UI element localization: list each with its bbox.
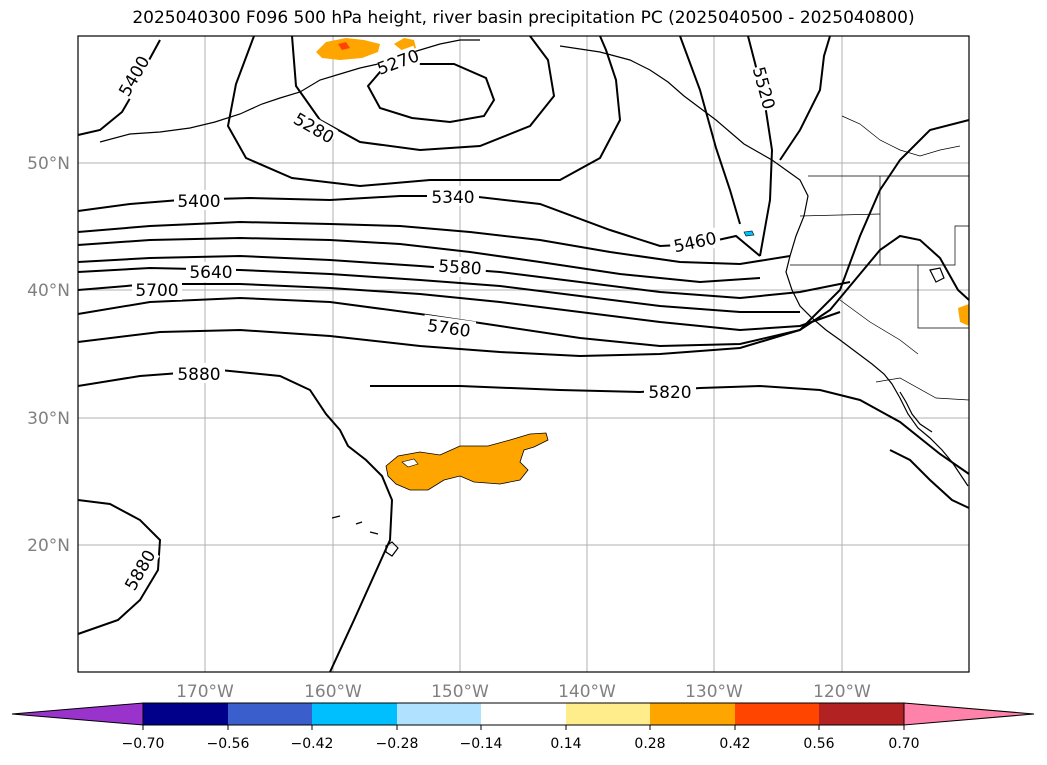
- height-contours: [77, 35, 970, 673]
- lon-label: 150°W: [431, 682, 489, 702]
- colorbar-bin: [228, 703, 312, 725]
- contour-label-layer: 5400 5280 5270 5520 5400 5340 5460 5640 …: [114, 45, 780, 594]
- map-title: 2025040300 F096 500 hPa height, river ba…: [132, 8, 915, 28]
- precip-region-negative: [743, 230, 755, 237]
- colorbar-under-arrow: [11, 702, 144, 726]
- precip-region-hawaii: [385, 432, 549, 491]
- colorbar-tick-label: −0.14: [460, 736, 503, 752]
- colorbar-bin: [312, 703, 397, 725]
- lon-label: 120°W: [813, 682, 871, 702]
- lat-label: 50°N: [27, 154, 70, 174]
- lat-label: 20°N: [27, 536, 70, 556]
- colorbar-tick-label: 0.14: [550, 736, 581, 752]
- colorbar-tick-label: 0.42: [719, 736, 750, 752]
- colorbar-tick-label: 0.70: [888, 736, 919, 752]
- contour-label: 5640: [189, 263, 232, 283]
- lat-label: 30°N: [27, 409, 70, 429]
- lon-label: 130°W: [685, 682, 743, 702]
- colorbar-bin: [481, 703, 566, 725]
- colorbar-bin: [143, 703, 228, 725]
- colorbar: −0.70 −0.56 −0.42 −0.28 −0.14 0.14 0.28 …: [11, 702, 1035, 752]
- colorbar-bin: [397, 703, 481, 725]
- colorbar-tick-label: 0.56: [803, 736, 834, 752]
- lat-label: 40°N: [27, 281, 70, 301]
- precip-region-alaska: [316, 38, 380, 60]
- graticule: [78, 36, 969, 672]
- colorbar-bin: [819, 703, 904, 725]
- precip-region-rockies: [958, 304, 969, 326]
- colorbar-frame: [142, 702, 905, 726]
- colorbar-bin: [566, 703, 650, 725]
- lon-label: 160°W: [304, 682, 362, 702]
- lon-axis: 170°W 160°W 150°W 140°W 130°W 120°W: [176, 682, 871, 702]
- contour-label: 5880: [177, 365, 220, 385]
- precip-region-alaska-strong: [338, 42, 350, 50]
- lon-label: 140°W: [558, 682, 616, 702]
- lon-label: 170°W: [176, 682, 234, 702]
- colorbar-tick-label: −0.56: [207, 736, 250, 752]
- colorbar-tick-label: −0.42: [291, 736, 334, 752]
- map-frame: [77, 35, 970, 673]
- contour-label: 5580: [438, 257, 483, 280]
- precip-hole: [401, 458, 419, 468]
- colorbar-tick-label: −0.28: [376, 736, 419, 752]
- contour-label: 5700: [135, 281, 178, 301]
- colorbar-bin: [735, 703, 819, 725]
- colorbar-tick-label: 0.28: [634, 736, 665, 752]
- colorbar-bin: [650, 703, 735, 725]
- colorbar-over-arrow: [903, 702, 1035, 726]
- colorbar-tick-label: −0.70: [122, 736, 165, 752]
- coastlines: [99, 39, 969, 557]
- contour-label: 5340: [431, 188, 474, 208]
- contour-label: 5400: [177, 192, 220, 212]
- lat-axis: 50°N 40°N 30°N 20°N: [27, 154, 70, 556]
- contour-label: 5820: [648, 383, 691, 403]
- precip-fills: [316, 38, 969, 491]
- borders: [790, 115, 970, 401]
